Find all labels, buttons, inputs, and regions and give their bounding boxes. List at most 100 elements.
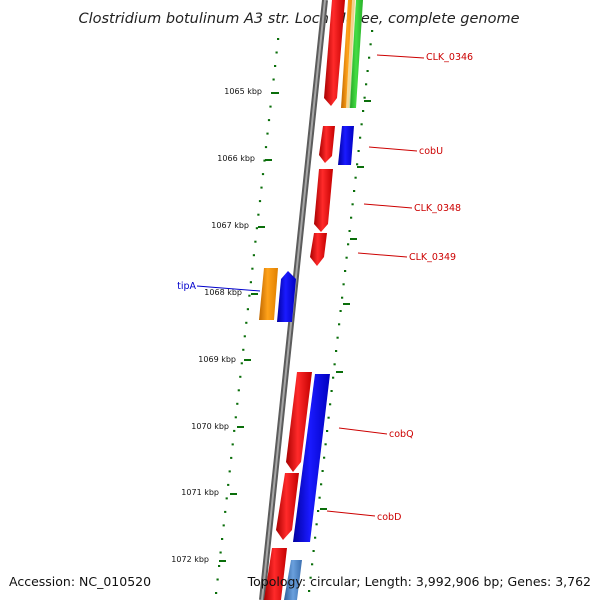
ruler-dot [332,376,335,379]
ruler-dot [277,38,280,40]
tick-label: 1070 kbp [191,422,229,431]
ruler-dot [266,132,269,135]
gene-cobD[interactable] [276,473,299,540]
ruler-dot [242,348,245,351]
ruler-dot [218,565,221,567]
gene-clk-0346[interactable] [324,0,345,106]
ruler-dot [267,119,271,122]
gene-clk-0348[interactable] [314,169,333,232]
ruler-dot [234,416,237,419]
ruler-dot [363,96,366,99]
ruler-dot [249,281,252,284]
gene-label-cobQ[interactable]: cobQ [389,429,414,440]
ruler-dot [312,550,315,552]
ruler-dot [338,323,341,326]
ruler-dot [318,496,321,499]
gene-blue-long[interactable] [293,374,330,542]
scale-ticks [219,92,371,562]
ruler-dot [339,310,342,312]
gene-light-top[interactable] [346,0,356,108]
gene-label-cobU[interactable]: cobU [419,146,443,157]
gene-label-clk-0348[interactable]: CLK_0348 [414,203,461,214]
gene-steelblue-bottom[interactable] [284,560,302,600]
ruler-dot [233,429,236,432]
gene-label-clk-0349[interactable]: CLK_0349 [409,252,456,263]
gene-clk-0349[interactable] [310,233,327,266]
ruler-dot [274,65,277,67]
ruler-dot [263,159,266,162]
content-track-dots [308,30,374,592]
gene-red-bottom[interactable] [264,548,287,600]
accession-text: Accession: NC_010520 [9,574,151,589]
page-title: Clostridium botulinum A3 str. Loch Maree… [78,11,519,27]
ruler-dot [356,163,359,166]
tick-label: 1071 kbp [181,488,219,497]
ruler-dot [360,123,363,126]
ruler-dot [311,563,314,566]
gene-tipA[interactable] [259,268,278,320]
tick-label: 1065 kbp [224,87,262,96]
ruler-dot [350,216,353,219]
ruler-dot [261,173,265,176]
ruler-dot [246,308,249,311]
major-tick [357,166,364,168]
ruler-dot [353,190,356,192]
ruler-dot [252,254,255,257]
ruler-dot [255,227,258,230]
ruler-dot [228,470,231,473]
major-tick [219,560,226,562]
ruler-dot [347,243,350,246]
ruler-dot [357,150,360,152]
topology-text: Topology: circular; Length: 3,992,906 bp… [247,574,591,589]
gene-blue-tipA-right[interactable] [277,271,296,322]
major-tick [265,159,272,161]
ruler-dot [264,146,268,149]
ruler-dot [257,213,260,216]
ruler-dot [333,363,336,366]
ruler-dot [243,335,246,338]
gene-green-top[interactable] [349,0,363,108]
major-tick [320,508,327,510]
tick-label: 1069 kbp [198,355,236,364]
ruler-dot [224,510,227,513]
ruler-dot [315,523,318,526]
tick-label: 1067 kbp [211,221,249,230]
ruler-dot [336,336,339,339]
gene-label-clk-0346[interactable]: CLK_0346 [426,52,473,63]
gene-features [259,0,363,600]
major-tick [343,303,350,305]
ruler-dot [354,176,357,179]
ruler-dot [362,110,365,112]
ruler-dot [225,497,228,500]
gene-label-tipA[interactable]: tipA [177,281,196,292]
ruler-dot [219,551,222,554]
ruler-dot [348,230,351,232]
gene-labels: CLK_0346 cobU CLK_0348 CLK_0349 tipA cob… [177,52,473,523]
ruler-dot [329,403,332,406]
ruler-dot [317,510,320,512]
ruler-dot [272,78,275,81]
major-tick [258,226,265,228]
gene-red-cobU-left[interactable] [319,126,335,163]
gene-cobQ[interactable] [286,372,312,472]
ruler-dot [314,536,317,539]
ruler-dot [240,362,243,365]
major-tick [336,371,343,373]
ruler-dot [359,136,362,139]
gene-label-cobD[interactable]: cobD [377,512,401,523]
ruler-dot [335,350,338,352]
major-tick [364,100,371,102]
ruler-dot [327,416,330,419]
ruler-dot [258,200,262,203]
ruler-dot [248,294,251,297]
ruler-dot [321,470,324,472]
ruler-dot [215,592,218,594]
major-tick [237,426,244,428]
ruler-dot [369,43,372,46]
label-leaders [196,54,425,517]
gene-cobU[interactable] [338,126,354,165]
ruler-dot [371,30,374,32]
ruler-dot [368,56,371,59]
ruler-dot [309,576,312,579]
